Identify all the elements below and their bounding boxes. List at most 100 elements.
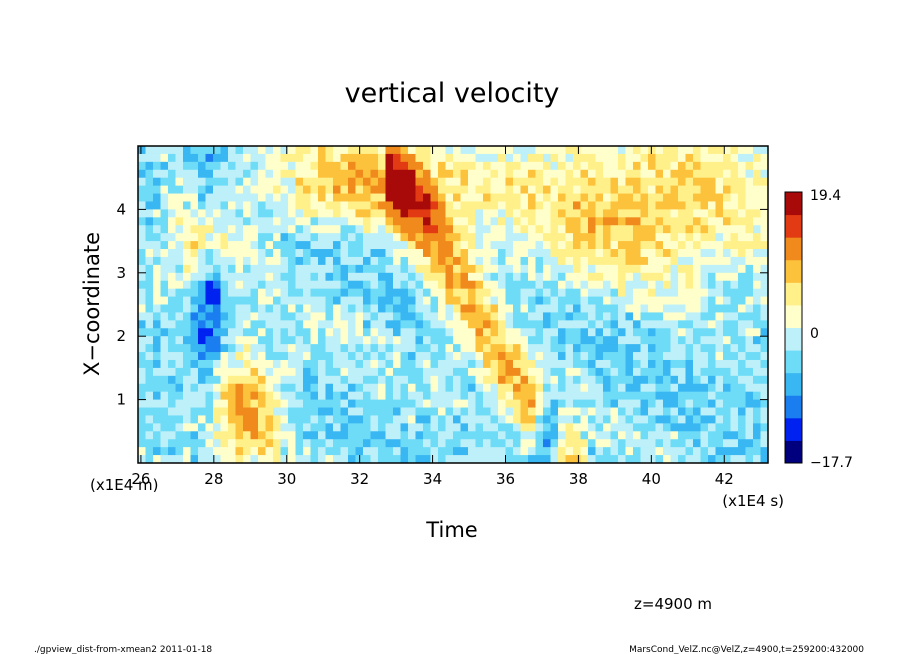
field-cell bbox=[580, 146, 589, 155]
field-cell bbox=[745, 383, 754, 393]
field-cell bbox=[648, 161, 657, 171]
field-cell bbox=[573, 209, 582, 218]
field-cell bbox=[228, 201, 237, 210]
field-cell bbox=[228, 296, 237, 306]
field-cell bbox=[385, 423, 394, 432]
field-cell bbox=[325, 185, 334, 195]
field-cell bbox=[430, 423, 439, 432]
field-cell bbox=[138, 383, 147, 393]
field-cell bbox=[235, 352, 244, 361]
field-cell bbox=[265, 169, 274, 179]
field-cell bbox=[460, 169, 469, 179]
field-cell bbox=[168, 391, 177, 401]
field-cell bbox=[610, 153, 619, 163]
field-cell bbox=[400, 359, 409, 369]
field-cell bbox=[273, 280, 282, 290]
field-cell bbox=[393, 415, 402, 424]
field-cell bbox=[235, 161, 244, 171]
field-cell bbox=[505, 352, 514, 361]
field-cell bbox=[685, 423, 694, 432]
field-cell bbox=[393, 256, 402, 266]
field-cell bbox=[265, 320, 274, 329]
field-cell bbox=[228, 359, 237, 369]
field-cell bbox=[385, 391, 394, 401]
field-cell bbox=[378, 280, 387, 290]
field-cell bbox=[430, 375, 439, 385]
field-cell bbox=[138, 439, 147, 448]
field-cell bbox=[280, 209, 289, 218]
field-cell bbox=[370, 193, 379, 203]
field-cell bbox=[715, 225, 724, 234]
field-cell bbox=[235, 264, 244, 274]
field-cell bbox=[363, 280, 372, 290]
field-cell bbox=[588, 407, 597, 417]
field-cell bbox=[228, 312, 237, 321]
field-cell bbox=[213, 217, 222, 226]
field-cell bbox=[145, 153, 154, 163]
field-cell bbox=[558, 367, 567, 377]
field-cell bbox=[145, 201, 154, 210]
field-cell bbox=[535, 312, 544, 321]
field-cell bbox=[190, 288, 199, 298]
field-cell bbox=[490, 320, 499, 329]
field-cell bbox=[303, 217, 312, 226]
field-cell bbox=[558, 439, 567, 448]
field-cell bbox=[280, 336, 289, 345]
field-cell bbox=[393, 217, 402, 226]
field-cell bbox=[565, 169, 574, 179]
field-cell bbox=[378, 296, 387, 306]
field-cell bbox=[400, 304, 409, 314]
field-cell bbox=[745, 233, 754, 242]
field-cell bbox=[700, 383, 709, 393]
field-cell bbox=[723, 367, 732, 377]
field-cell bbox=[370, 383, 379, 393]
field-cell bbox=[498, 225, 507, 234]
field-cell bbox=[460, 280, 469, 290]
field-cell bbox=[445, 249, 454, 258]
field-cell bbox=[153, 415, 162, 424]
field-cell bbox=[648, 177, 657, 187]
field-cell bbox=[550, 169, 559, 179]
field-cell bbox=[745, 320, 754, 329]
field-cell bbox=[550, 304, 559, 314]
field-cell bbox=[243, 256, 252, 266]
field-cell bbox=[565, 391, 574, 401]
field-cell bbox=[228, 304, 237, 314]
field-cell bbox=[648, 288, 657, 298]
field-cell bbox=[363, 439, 372, 448]
field-cell bbox=[558, 391, 567, 401]
field-cell bbox=[273, 320, 282, 329]
field-cell bbox=[633, 217, 642, 226]
field-cell bbox=[258, 312, 267, 321]
field-cell bbox=[385, 375, 394, 385]
field-cell bbox=[595, 320, 604, 329]
field-cell bbox=[348, 209, 357, 218]
field-cell bbox=[183, 288, 192, 298]
field-cell bbox=[228, 399, 237, 409]
field-cell bbox=[295, 146, 304, 155]
field-cell bbox=[693, 161, 702, 171]
field-cell bbox=[715, 193, 724, 203]
field-cell bbox=[670, 352, 679, 361]
field-cell bbox=[730, 312, 739, 321]
field-cell bbox=[258, 272, 267, 282]
field-cell bbox=[693, 209, 702, 218]
field-cell bbox=[580, 423, 589, 432]
field-cell bbox=[663, 280, 672, 290]
field-cell bbox=[153, 201, 162, 210]
field-cell bbox=[603, 423, 612, 432]
field-cell bbox=[303, 264, 312, 274]
field-cell bbox=[513, 280, 522, 290]
field-cell bbox=[355, 296, 364, 306]
field-cell bbox=[745, 359, 754, 369]
field-cell bbox=[603, 153, 612, 163]
field-cell bbox=[385, 225, 394, 234]
field-cell bbox=[250, 193, 259, 203]
field-cell bbox=[693, 280, 702, 290]
field-cell bbox=[318, 272, 327, 282]
field-cell bbox=[708, 201, 717, 210]
field-cell bbox=[348, 146, 357, 155]
field-cell bbox=[730, 367, 739, 377]
field-cell bbox=[228, 193, 237, 203]
field-cell bbox=[288, 344, 297, 353]
